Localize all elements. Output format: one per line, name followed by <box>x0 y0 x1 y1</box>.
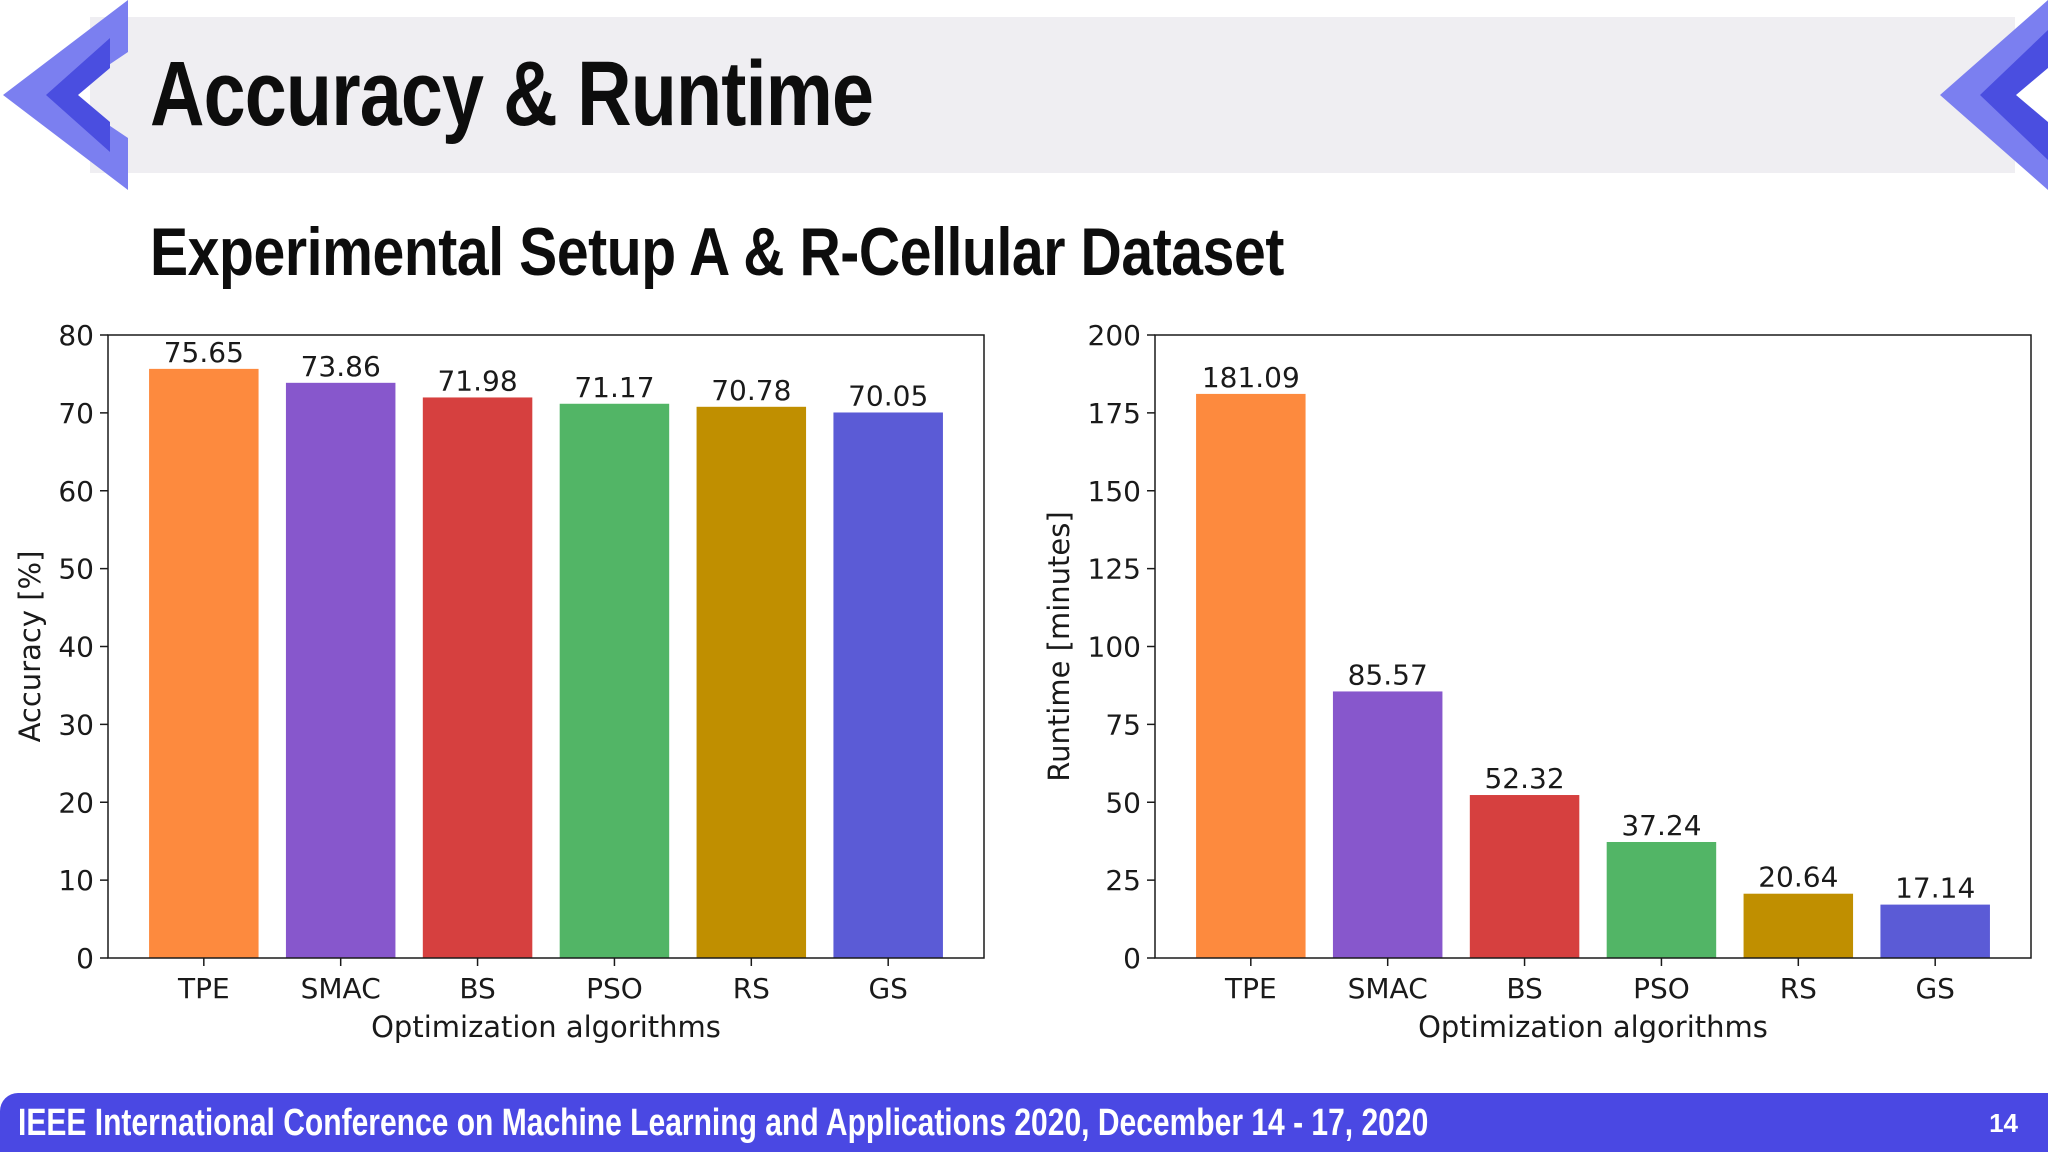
x-tick-label: GS <box>868 972 907 1005</box>
chevron-outer <box>1940 0 2048 190</box>
page-number: 14 <box>1989 1108 2018 1138</box>
y-tick-label: 0 <box>76 942 94 975</box>
x-tick-label: RS <box>1780 972 1817 1005</box>
title-banner <box>90 17 2015 173</box>
x-tick-label: PSO <box>1633 972 1690 1005</box>
y-tick-label: 40 <box>58 631 94 664</box>
bar-pso <box>559 403 670 958</box>
chevron-left-icon <box>3 0 128 190</box>
y-tick-label: 10 <box>58 864 94 897</box>
data-label: 75.65 <box>164 336 244 369</box>
y-tick-label: 0 <box>1123 942 1141 975</box>
x-axis-label: Optimization algorithms <box>371 1010 721 1044</box>
data-label: 70.05 <box>848 379 928 412</box>
bar-smac <box>285 382 396 958</box>
x-tick-label: SMAC <box>301 972 381 1005</box>
x-tick-label: BS <box>1506 972 1543 1005</box>
y-tick-label: 125 <box>1088 553 1141 586</box>
chevron-inner <box>1980 30 2048 160</box>
y-tick-label: 80 <box>58 319 94 352</box>
x-tick-label: TPE <box>1224 972 1277 1005</box>
y-tick-label: 50 <box>58 553 94 586</box>
x-tick-label: RS <box>733 972 770 1005</box>
data-label: 17.14 <box>1895 872 1975 905</box>
data-label: 71.98 <box>437 364 517 397</box>
slide-subtitle: Experimental Setup A & R-Cellular Datase… <box>150 214 1284 290</box>
bar-tpe <box>1196 393 1306 958</box>
bar-gs <box>833 412 943 959</box>
bar-bs <box>1469 795 1580 958</box>
y-tick-label: 30 <box>58 708 94 741</box>
y-axis-label: Accuracy [%] <box>13 551 47 743</box>
bar-bs <box>422 397 533 958</box>
data-label: 85.57 <box>1348 658 1428 691</box>
bar-rs <box>696 406 807 958</box>
bar-tpe <box>149 368 259 958</box>
y-tick-label: 50 <box>1105 786 1141 819</box>
y-tick-label: 175 <box>1088 397 1141 430</box>
chevron-outer <box>3 0 128 190</box>
plot-frame <box>1154 334 2032 959</box>
bar-smac <box>1332 691 1443 958</box>
bar-rs <box>1743 893 1854 958</box>
y-axis-label: Runtime [minutes] <box>1042 511 1076 781</box>
data-label: 52.32 <box>1484 762 1564 795</box>
y-tick-label: 200 <box>1088 319 1141 352</box>
plot-frame <box>107 334 985 959</box>
data-label: 37.24 <box>1621 809 1701 842</box>
footer-bar: IEEE International Conference on Machine… <box>0 1093 2048 1152</box>
chevron-right-icon <box>1940 0 2048 190</box>
y-tick-label: 25 <box>1105 864 1141 897</box>
x-tick-label: TPE <box>177 972 230 1005</box>
y-tick-label: 75 <box>1105 708 1141 741</box>
y-tick-label: 70 <box>58 397 94 430</box>
chevron-inner <box>46 38 110 152</box>
bar-gs <box>1880 904 1990 958</box>
data-label: 181.09 <box>1202 361 1300 394</box>
y-tick-label: 60 <box>58 475 94 508</box>
y-tick-label: 20 <box>58 786 94 819</box>
accuracy-chart: 75.65 TPE 73.86 SMAC 71.98 BS 71.17 PSO 70.78 RS 7… <box>13 319 985 1044</box>
data-label: 20.64 <box>1758 861 1838 894</box>
bar-pso <box>1606 841 1717 958</box>
footer-conference-text: IEEE International Conference on Machine… <box>18 1102 1429 1144</box>
y-tick-label: 100 <box>1088 631 1141 664</box>
data-label: 73.86 <box>301 350 381 383</box>
x-tick-label: PSO <box>586 972 643 1005</box>
x-axis-label: Optimization algorithms <box>1418 1010 1768 1044</box>
x-tick-label: BS <box>459 972 496 1005</box>
data-label: 70.78 <box>711 374 791 407</box>
x-tick-label: GS <box>1915 972 1954 1005</box>
y-tick-label: 150 <box>1088 475 1141 508</box>
data-label: 71.17 <box>574 371 654 404</box>
runtime-chart: 181.09 TPE 85.57 SMAC 52.32 BS 37.24 PSO 20.64 RS… <box>1042 319 2032 1044</box>
slide-title: Accuracy & Runtime <box>150 43 874 145</box>
x-tick-label: SMAC <box>1348 972 1428 1005</box>
